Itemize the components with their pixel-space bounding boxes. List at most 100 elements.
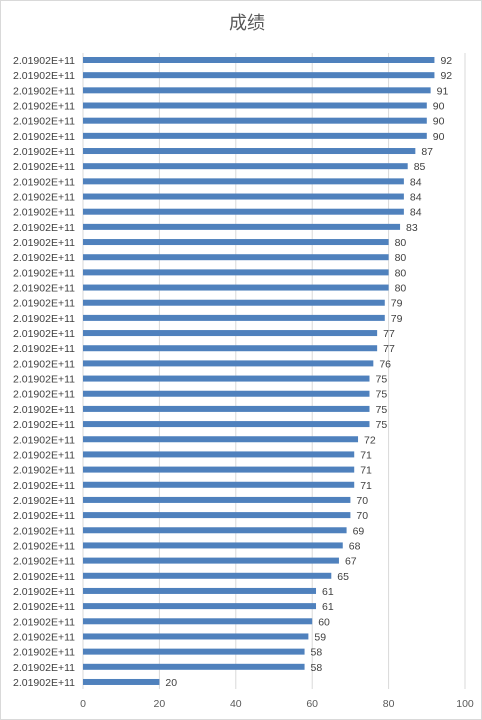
data-label: 80 bbox=[395, 252, 407, 264]
bar bbox=[83, 678, 160, 685]
data-label: 75 bbox=[376, 419, 388, 431]
data-label: 68 bbox=[349, 540, 361, 552]
category-label: 2.01902E+11 bbox=[13, 85, 75, 97]
data-label: 65 bbox=[337, 571, 349, 583]
bar bbox=[83, 436, 359, 443]
data-label: 58 bbox=[311, 662, 323, 674]
bar bbox=[83, 269, 389, 276]
category-label: 2.01902E+11 bbox=[13, 419, 75, 431]
x-tick-label: 100 bbox=[456, 698, 474, 710]
category-label: 2.01902E+11 bbox=[13, 207, 75, 219]
category-label: 2.01902E+11 bbox=[13, 70, 75, 82]
bar bbox=[83, 512, 351, 519]
category-label: 2.01902E+11 bbox=[13, 556, 75, 568]
bar bbox=[83, 648, 305, 655]
bar bbox=[83, 481, 355, 488]
category-label: 2.01902E+11 bbox=[13, 571, 75, 583]
data-label: 92 bbox=[440, 70, 452, 82]
x-axis-tick-labels: 0 20 40 60 80 100 bbox=[80, 698, 474, 710]
bar bbox=[83, 163, 408, 170]
category-label: 2.01902E+11 bbox=[13, 389, 75, 401]
category-label: 2.01902E+11 bbox=[13, 480, 75, 492]
category-label: 2.01902E+11 bbox=[13, 449, 75, 461]
x-tick-label: 40 bbox=[230, 698, 242, 710]
bar bbox=[83, 405, 370, 412]
chart-title: 成绩 bbox=[229, 13, 265, 34]
data-label: 85 bbox=[414, 161, 426, 173]
bar bbox=[83, 87, 431, 94]
bar bbox=[83, 345, 378, 352]
data-label: 80 bbox=[395, 283, 407, 295]
data-label: 84 bbox=[410, 192, 422, 204]
data-label: 83 bbox=[406, 222, 418, 234]
bar bbox=[83, 451, 355, 458]
category-label: 2.01902E+11 bbox=[13, 601, 75, 613]
bar bbox=[83, 117, 427, 124]
category-label: 2.01902E+11 bbox=[13, 374, 75, 386]
bar bbox=[83, 132, 427, 139]
bar bbox=[83, 254, 389, 261]
data-label: 70 bbox=[356, 510, 368, 522]
category-label: 2.01902E+11 bbox=[13, 631, 75, 643]
data-label: 72 bbox=[364, 434, 376, 446]
data-label: 75 bbox=[376, 404, 388, 416]
bar bbox=[83, 360, 374, 367]
data-label: 90 bbox=[433, 116, 445, 128]
data-label: 58 bbox=[311, 647, 323, 659]
category-label: 2.01902E+11 bbox=[13, 358, 75, 370]
category-label: 2.01902E+11 bbox=[13, 176, 75, 188]
category-label: 2.01902E+11 bbox=[13, 434, 75, 446]
data-label: 77 bbox=[383, 328, 395, 340]
category-label: 2.01902E+11 bbox=[13, 237, 75, 249]
bar bbox=[83, 587, 317, 594]
data-label: 71 bbox=[360, 480, 372, 492]
bar bbox=[83, 542, 343, 549]
category-label: 2.01902E+11 bbox=[13, 495, 75, 507]
bar bbox=[83, 618, 313, 625]
data-label: 87 bbox=[421, 146, 433, 158]
category-label: 2.01902E+11 bbox=[13, 192, 75, 204]
x-tick-label: 20 bbox=[154, 698, 166, 710]
category-label: 2.01902E+11 bbox=[13, 116, 75, 128]
bar bbox=[83, 390, 370, 397]
data-label: 67 bbox=[345, 556, 357, 568]
bar bbox=[83, 239, 389, 246]
data-label: 20 bbox=[165, 677, 177, 689]
bar bbox=[83, 72, 435, 79]
category-label: 2.01902E+11 bbox=[13, 146, 75, 158]
category-label: 2.01902E+11 bbox=[13, 343, 75, 355]
data-labels: 9292919090908785848484838080808079797777… bbox=[165, 55, 452, 689]
bar bbox=[83, 375, 370, 382]
data-label: 75 bbox=[376, 374, 388, 386]
bar bbox=[83, 466, 355, 473]
data-label: 80 bbox=[395, 267, 407, 279]
bar bbox=[83, 572, 332, 579]
data-label: 90 bbox=[433, 101, 445, 113]
x-tick-label: 0 bbox=[80, 698, 86, 710]
bar bbox=[83, 102, 427, 109]
data-label: 79 bbox=[391, 313, 403, 325]
bar bbox=[83, 496, 351, 503]
category-label: 2.01902E+11 bbox=[13, 298, 75, 310]
bar bbox=[83, 178, 404, 185]
bar bbox=[83, 148, 416, 155]
bars bbox=[83, 57, 435, 685]
bar bbox=[83, 527, 347, 534]
x-tick-label: 80 bbox=[383, 698, 395, 710]
category-label: 2.01902E+11 bbox=[13, 252, 75, 264]
bar bbox=[83, 421, 370, 428]
data-label: 77 bbox=[383, 343, 395, 355]
bar bbox=[83, 208, 404, 215]
category-label: 2.01902E+11 bbox=[13, 616, 75, 628]
category-label: 2.01902E+11 bbox=[13, 586, 75, 598]
data-label: 60 bbox=[318, 616, 330, 628]
data-label: 59 bbox=[314, 631, 326, 643]
data-label: 84 bbox=[410, 207, 422, 219]
data-label: 76 bbox=[379, 358, 391, 370]
bar bbox=[83, 663, 305, 670]
data-label: 80 bbox=[395, 237, 407, 249]
data-label: 71 bbox=[360, 465, 372, 477]
data-label: 79 bbox=[391, 298, 403, 310]
data-label: 61 bbox=[322, 586, 334, 598]
